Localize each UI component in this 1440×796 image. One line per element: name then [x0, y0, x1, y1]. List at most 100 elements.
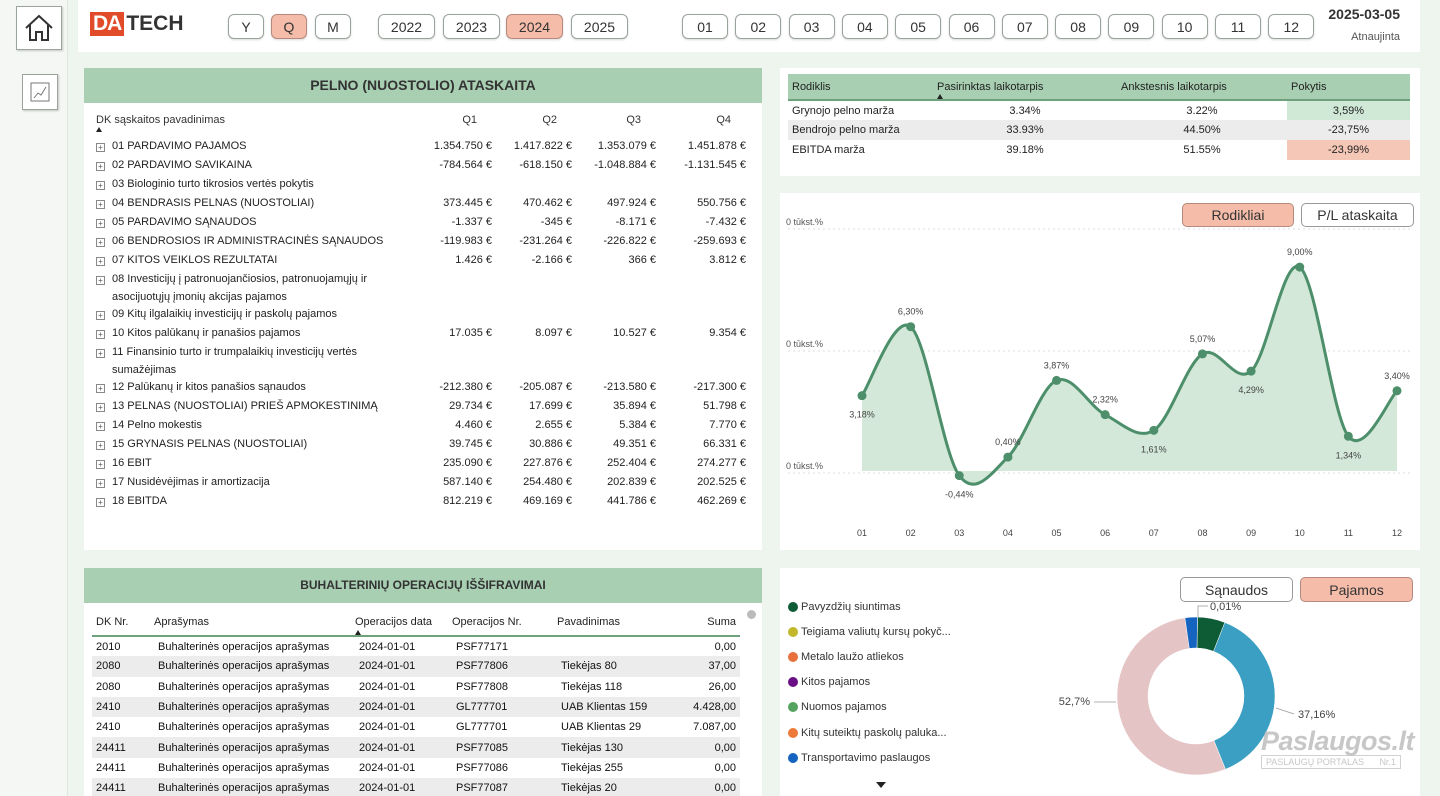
- period-button-q[interactable]: Q: [271, 14, 307, 39]
- legend-item[interactable]: Metalo laužo atliekos: [788, 644, 951, 669]
- data-point[interactable]: [1392, 386, 1402, 396]
- ops-col-name[interactable]: Pavadinimas: [557, 608, 667, 637]
- data-point[interactable]: [906, 322, 916, 332]
- pl-col-q1[interactable]: Q1: [462, 114, 477, 126]
- data-point[interactable]: [1003, 452, 1013, 462]
- ops-opnr: PSF77808: [456, 680, 508, 693]
- legend-item[interactable]: Kitos pajamos: [788, 670, 951, 695]
- data-point[interactable]: [954, 471, 964, 481]
- ops-col-dk[interactable]: DK Nr.: [92, 608, 154, 637]
- expand-icon[interactable]: +: [96, 330, 105, 339]
- expand-icon[interactable]: +: [96, 349, 105, 358]
- toggle-pl-report[interactable]: P/L ataskaita: [1301, 203, 1414, 227]
- table-row[interactable]: 2410 Buhalterinės operacijos aprašymas 202…: [92, 696, 740, 718]
- legend-item[interactable]: Kitų suteiktų paskolų paluka...: [788, 720, 951, 745]
- toggle-sanaudos[interactable]: Sąnaudos: [1180, 577, 1293, 602]
- month-button-03[interactable]: 03: [788, 14, 835, 39]
- table-row[interactable]: 24411 Buhalterinės operacijos aprašymas 20…: [92, 778, 740, 796]
- table-row[interactable]: 2010 Buhalterinės operacijos aprašymas 202…: [92, 636, 740, 656]
- expand-icon[interactable]: +: [96, 384, 105, 393]
- expand-icon[interactable]: +: [96, 441, 105, 450]
- expand-icon[interactable]: +: [96, 422, 105, 431]
- expand-icon[interactable]: +: [96, 181, 105, 190]
- expand-icon[interactable]: +: [96, 219, 105, 228]
- year-button-2024[interactable]: 2024: [506, 14, 563, 39]
- table-row[interactable]: 2410 Buhalterinės operacijos aprašymas 202…: [92, 717, 740, 737]
- period-button-y[interactable]: Y: [228, 14, 264, 39]
- scrollbar-thumb[interactable]: [747, 610, 756, 619]
- ratio-col-name[interactable]: Rodiklis: [788, 74, 933, 101]
- year-button-2025[interactable]: 2025: [571, 14, 628, 39]
- ops-col-date[interactable]: Operacijos data: [355, 608, 452, 637]
- month-button-07[interactable]: 07: [1001, 14, 1048, 39]
- table-row[interactable]: 24411 Buhalterinės operacijos aprašymas 20…: [92, 758, 740, 778]
- expand-icon[interactable]: +: [96, 311, 105, 320]
- expand-icon[interactable]: +: [96, 498, 105, 507]
- legend-dot: [788, 601, 798, 612]
- ops-col-opnr[interactable]: Operacijos Nr.: [452, 608, 557, 637]
- pl-col-q3[interactable]: Q3: [626, 114, 641, 126]
- legend-item[interactable]: Pavyzdžių siuntimas: [788, 594, 951, 619]
- month-button-04[interactable]: 04: [841, 14, 888, 39]
- report-nav-button[interactable]: [22, 74, 58, 110]
- donut-slice[interactable]: [1116, 617, 1226, 776]
- expand-icon[interactable]: +: [96, 162, 105, 171]
- data-label: 1,61%: [1141, 444, 1167, 454]
- pl-row-name: 16 EBIT: [112, 457, 152, 469]
- data-point[interactable]: [1052, 375, 1062, 385]
- pl-col-q2[interactable]: Q2: [542, 114, 557, 126]
- toggle-pajamos[interactable]: Pajamos: [1300, 577, 1413, 602]
- pl-cell-q3: 35.894 €: [613, 400, 656, 412]
- pl-cell-q2: -231.264 €: [519, 235, 572, 247]
- table-row[interactable]: 24411 Buhalterinės operacijos aprašymas 20…: [92, 737, 740, 758]
- ops-col-sum[interactable]: Suma: [667, 608, 740, 637]
- data-point[interactable]: [1246, 366, 1256, 376]
- pl-col-q4[interactable]: Q4: [716, 114, 731, 126]
- data-point[interactable]: [1343, 431, 1353, 441]
- expand-icon[interactable]: +: [96, 403, 105, 412]
- expand-icon[interactable]: +: [96, 143, 105, 152]
- legend-scroll-down-icon[interactable]: [876, 782, 886, 788]
- pl-col-name[interactable]: DK sąskaitos pavadinimas: [96, 114, 226, 126]
- month-button-09[interactable]: 09: [1108, 14, 1155, 39]
- ops-col-desc[interactable]: Aprašymas: [154, 608, 355, 637]
- expand-icon[interactable]: +: [96, 276, 105, 285]
- legend-item[interactable]: Teigiama valiutų kursų pokyč...: [788, 619, 951, 644]
- legend-label: Transportavimo paslaugos: [801, 751, 931, 764]
- table-row[interactable]: 2080 Buhalterinės operacijos aprašymas 202…: [92, 656, 740, 677]
- expand-icon[interactable]: +: [96, 257, 105, 266]
- data-point[interactable]: [1295, 262, 1305, 272]
- ops-dk: 24411: [92, 778, 154, 796]
- month-button-05[interactable]: 05: [895, 14, 942, 39]
- month-button-12[interactable]: 12: [1268, 14, 1315, 39]
- legend-item[interactable]: Nuomos pajamos: [788, 695, 951, 720]
- month-button-11[interactable]: 11: [1215, 14, 1261, 39]
- period-button-m[interactable]: M: [315, 14, 351, 39]
- ratio-col-change[interactable]: Pokytis: [1287, 74, 1410, 101]
- year-button-2022[interactable]: 2022: [378, 14, 435, 39]
- ratio-col-current[interactable]: Pasirinktas laikotarpis: [933, 74, 1117, 101]
- donut-slice[interactable]: [1213, 622, 1276, 770]
- month-button-01[interactable]: 01: [682, 14, 728, 39]
- data-point[interactable]: [1197, 349, 1207, 359]
- series-line: [860, 265, 1399, 486]
- month-button-06[interactable]: 06: [948, 14, 995, 39]
- table-row[interactable]: 2080 Buhalterinės operacijos aprašymas 202…: [92, 677, 740, 697]
- expand-icon[interactable]: +: [96, 238, 105, 247]
- month-button-10[interactable]: 10: [1161, 14, 1208, 39]
- donut-slice[interactable]: [1184, 616, 1198, 649]
- ratio-col-previous[interactable]: Ankstesnis laikotarpis: [1117, 74, 1287, 101]
- legend-item[interactable]: Transportavimo paslaugos: [788, 745, 951, 770]
- year-button-2023[interactable]: 2023: [443, 14, 500, 39]
- toggle-rodikliai[interactable]: Rodikliai: [1182, 203, 1294, 227]
- expand-icon[interactable]: +: [96, 460, 105, 469]
- data-point[interactable]: [1149, 425, 1159, 435]
- home-button[interactable]: [16, 6, 62, 50]
- expand-icon[interactable]: +: [96, 200, 105, 209]
- expand-icon[interactable]: +: [96, 479, 105, 488]
- month-button-08[interactable]: 08: [1055, 14, 1102, 39]
- data-point[interactable]: [857, 391, 867, 401]
- data-point[interactable]: [1100, 410, 1110, 420]
- month-button-02[interactable]: 02: [735, 14, 782, 39]
- area-fill: [862, 266, 1397, 485]
